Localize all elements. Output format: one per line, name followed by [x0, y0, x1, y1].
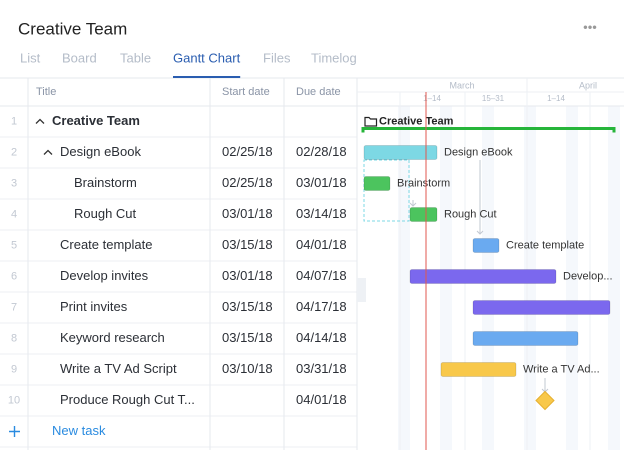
task-bar[interactable]	[472, 300, 611, 315]
start-date: 03/15/18	[222, 237, 273, 252]
milestone[interactable]	[535, 390, 555, 411]
period-label: 1–14	[547, 94, 565, 103]
due-date: 02/28/18	[296, 144, 347, 159]
gantt-label: Creative Team	[379, 115, 454, 127]
weekend-stripe	[566, 106, 578, 450]
due-date: 04/01/18	[296, 392, 347, 407]
tab[interactable]: List	[20, 50, 41, 65]
month-label: April	[579, 80, 597, 90]
row-number: 5	[11, 239, 17, 251]
task-bar[interactable]	[363, 145, 438, 160]
collapse-chevron[interactable]	[43, 149, 53, 155]
summary-bar	[361, 127, 616, 133]
splitter-handle	[357, 278, 366, 302]
task-title[interactable]: Keyword research	[60, 330, 165, 345]
column-header: Start date	[222, 86, 270, 98]
start-date: 02/25/18	[222, 144, 273, 159]
weekend-stripe	[398, 106, 410, 450]
tab[interactable]: Timelog	[311, 50, 357, 65]
due-date: 04/14/18	[296, 330, 347, 345]
column-header: Due date	[296, 86, 341, 98]
dependency-arrow	[409, 202, 417, 207]
tab[interactable]: Board	[62, 50, 97, 65]
task-title[interactable]: Print invites	[60, 299, 128, 314]
due-date: 03/31/18	[296, 361, 347, 376]
row-number: 3	[11, 177, 17, 189]
task-title[interactable]: Create template	[60, 237, 153, 252]
start-date: 03/10/18	[222, 361, 273, 376]
tab[interactable]: Table	[120, 50, 151, 65]
column-header: Title	[36, 86, 56, 98]
row-number: 4	[11, 208, 17, 220]
row-number: 9	[11, 363, 17, 375]
month-label: March	[449, 80, 474, 90]
gantt-label: Design eBook	[444, 146, 513, 158]
row-number: 10	[8, 394, 20, 406]
start-date: 03/15/18	[222, 299, 273, 314]
gantt-label: Brainstorm	[397, 177, 450, 189]
row-number: 1	[11, 115, 17, 127]
weekend-stripe	[608, 106, 620, 450]
row-number: 6	[11, 270, 17, 282]
dependency-arrow	[476, 230, 484, 235]
task-bar[interactable]	[363, 176, 391, 191]
row-number: 7	[11, 301, 17, 313]
collapse-chevron[interactable]	[35, 118, 45, 124]
gantt-label: Rough Cut	[444, 208, 497, 220]
due-date: 04/01/18	[296, 237, 347, 252]
row-number: 8	[11, 332, 17, 344]
due-date: 04/07/18	[296, 268, 347, 283]
task-title[interactable]: Produce Rough Cut T...	[60, 392, 195, 407]
start-date: 02/25/18	[222, 175, 273, 190]
subtask-group	[363, 159, 410, 222]
period-label: 15–31	[482, 94, 505, 103]
task-bar[interactable]	[409, 269, 557, 284]
period-label: 1–14	[423, 94, 441, 103]
folder-icon	[364, 116, 378, 127]
start-date: 03/15/18	[222, 330, 273, 345]
task-bar[interactable]	[440, 362, 517, 377]
due-date: 03/14/18	[296, 206, 347, 221]
start-date: 03/01/18	[222, 268, 273, 283]
task-bar[interactable]	[472, 331, 579, 346]
task-title[interactable]: Creative Team	[52, 113, 140, 128]
task-title[interactable]: Write a TV Ad Script	[60, 361, 177, 376]
gantt-label: Create template	[506, 239, 584, 251]
task-bar[interactable]	[409, 207, 438, 222]
new-task[interactable]: New task	[52, 423, 106, 438]
due-date: 03/01/18	[296, 175, 347, 190]
gantt-label: Write a TV Ad...	[523, 363, 600, 375]
tab[interactable]: Files	[263, 50, 291, 65]
tab-underline	[173, 76, 241, 78]
task-title[interactable]: Develop invites	[60, 268, 149, 283]
due-date: 04/17/18	[296, 299, 347, 314]
menu-button[interactable]: •••	[583, 19, 597, 34]
task-title[interactable]: Rough Cut	[74, 206, 137, 221]
gantt-label: Develop...	[563, 270, 613, 282]
page-title: Creative Team	[18, 19, 127, 38]
start-date: 03/01/18	[222, 206, 273, 221]
row-number: 2	[11, 146, 17, 158]
add-icon[interactable]	[9, 426, 20, 437]
tab[interactable]: Gantt Chart	[173, 50, 241, 65]
task-title[interactable]: Design eBook	[60, 144, 141, 159]
task-title[interactable]: Brainstorm	[74, 175, 137, 190]
task-bar[interactable]	[472, 238, 500, 253]
